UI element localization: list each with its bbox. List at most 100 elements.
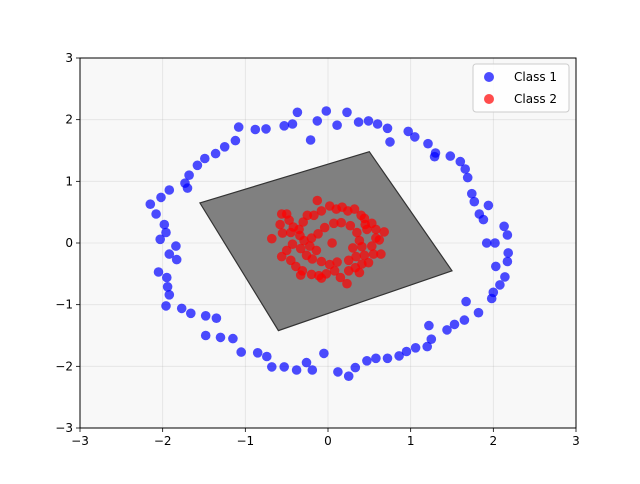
point-class-1-18 xyxy=(200,330,211,341)
point-class-1-47 xyxy=(473,307,484,318)
point-class-2-7 xyxy=(287,239,298,249)
point-class-1-24 xyxy=(262,351,272,362)
point-class-1-78 xyxy=(342,107,352,118)
x-tick-label-1: −2 xyxy=(154,434,172,448)
point-class-1-41 xyxy=(426,334,437,345)
point-class-1-89 xyxy=(230,135,241,146)
point-class-1-29 xyxy=(319,348,329,359)
point-class-1-94 xyxy=(184,170,194,180)
point-class-1-96 xyxy=(182,183,193,193)
point-class-1-8 xyxy=(171,254,182,265)
point-class-2-50 xyxy=(343,255,354,266)
point-class-1-44 xyxy=(449,319,460,330)
point-class-1-28 xyxy=(301,357,312,368)
point-class-1-5 xyxy=(164,185,175,195)
point-class-1-93 xyxy=(192,160,203,171)
point-class-2-44 xyxy=(295,243,306,254)
point-class-2-9 xyxy=(276,251,287,262)
point-class-1-12 xyxy=(162,282,173,292)
point-class-1-84 xyxy=(292,107,303,118)
point-class-1-61 xyxy=(474,209,485,219)
y-tick-label-5: 2 xyxy=(65,113,73,127)
point-class-2-47 xyxy=(316,256,327,267)
point-class-1-14 xyxy=(161,301,171,311)
point-class-1-7 xyxy=(171,241,181,251)
point-class-2-53 xyxy=(354,235,365,246)
point-class-2-51 xyxy=(351,251,361,262)
point-class-2-13 xyxy=(306,269,317,280)
x-tick-label-5: 2 xyxy=(490,434,498,448)
point-class-2-5 xyxy=(277,228,288,238)
point-class-1-42 xyxy=(424,320,434,331)
point-class-1-34 xyxy=(362,356,372,366)
point-class-2-64 xyxy=(348,243,358,253)
point-class-2-48 xyxy=(324,259,335,270)
point-class-2-73 xyxy=(371,233,381,243)
point-class-1-36 xyxy=(382,353,393,364)
legend-label-class-1: Class 1 xyxy=(514,70,557,84)
point-class-1-22 xyxy=(236,347,246,357)
point-class-2-35 xyxy=(324,201,335,211)
point-class-1-79 xyxy=(332,120,342,130)
point-class-1-76 xyxy=(363,116,374,126)
x-tick-label-0: −3 xyxy=(71,434,89,448)
point-class-1-20 xyxy=(215,332,226,343)
point-class-2-23 xyxy=(368,249,379,259)
point-class-2-70 xyxy=(316,273,327,283)
point-class-1-60 xyxy=(483,200,494,211)
point-class-1-66 xyxy=(455,156,466,167)
point-class-1-62 xyxy=(469,196,480,207)
point-class-2-68 xyxy=(337,202,347,212)
y-tick-label-3: 0 xyxy=(65,236,73,250)
legend-marker-class-1 xyxy=(484,72,494,82)
legend: Class 1 Class 2 xyxy=(472,63,570,113)
point-class-1-87 xyxy=(250,124,261,135)
y-axis-ticks: −3 −2 −1 0 1 2 3 xyxy=(55,51,80,435)
point-class-1-71 xyxy=(410,132,420,142)
point-class-1-46 xyxy=(461,296,471,307)
decision-region xyxy=(198,150,453,332)
point-class-1-80 xyxy=(321,106,332,116)
point-class-1-63 xyxy=(467,188,477,199)
y-tick-label-0: −3 xyxy=(55,421,73,435)
point-class-1-91 xyxy=(210,148,221,159)
point-class-1-90 xyxy=(219,142,230,152)
point-class-1-58 xyxy=(499,221,509,232)
y-tick-label-4: 1 xyxy=(65,174,73,188)
point-class-2-71 xyxy=(354,267,365,278)
point-class-1-75 xyxy=(372,119,383,129)
point-class-1-45 xyxy=(459,315,470,325)
point-class-1-26 xyxy=(279,362,290,372)
point-class-1-6 xyxy=(156,192,166,203)
point-class-1-83 xyxy=(287,119,298,129)
x-tick-label-6: 3 xyxy=(572,434,580,448)
y-tick-label-1: −2 xyxy=(55,359,73,373)
decision-region-layer xyxy=(198,150,453,332)
point-class-2-62 xyxy=(311,245,322,256)
y-tick-label-2: −1 xyxy=(55,298,73,312)
y-tick-label-6: 3 xyxy=(65,51,73,65)
point-class-1-73 xyxy=(385,137,395,147)
x-tick-label-3: 0 xyxy=(324,434,332,448)
point-class-2-36 xyxy=(312,195,323,206)
point-class-1-81 xyxy=(312,116,323,126)
x-axis-ticks: −3 −2 −1 0 1 2 3 xyxy=(71,428,580,448)
point-class-1-25 xyxy=(267,362,277,372)
point-class-1-54 xyxy=(503,248,513,258)
point-class-2-69 xyxy=(295,270,306,280)
point-class-2-40 xyxy=(298,217,309,227)
point-class-1-74 xyxy=(382,123,393,134)
point-class-2-67 xyxy=(360,219,371,230)
point-class-1-52 xyxy=(502,256,513,267)
point-class-1-67 xyxy=(445,151,456,161)
legend-label-class-2: Class 2 xyxy=(514,92,557,106)
point-class-2-25 xyxy=(367,241,377,251)
point-class-1-4 xyxy=(159,219,170,230)
point-class-2-60 xyxy=(306,233,317,243)
point-class-2-54 xyxy=(352,227,362,238)
point-class-1-30 xyxy=(307,365,318,375)
point-class-1-38 xyxy=(401,346,412,357)
point-class-2-46 xyxy=(307,254,318,264)
